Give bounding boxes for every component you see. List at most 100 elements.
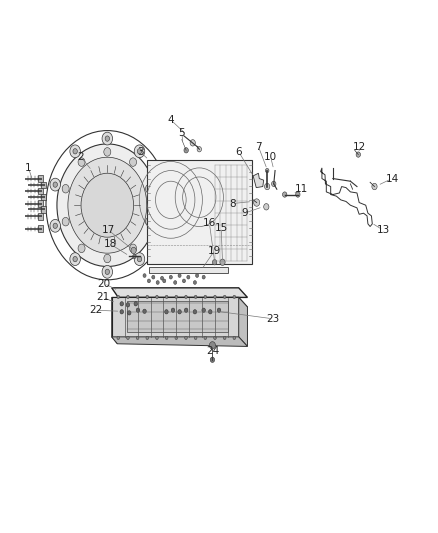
Circle shape	[233, 295, 236, 298]
Circle shape	[136, 308, 140, 312]
Circle shape	[214, 295, 216, 298]
Circle shape	[233, 336, 236, 340]
Circle shape	[146, 336, 148, 340]
Circle shape	[175, 336, 178, 340]
Polygon shape	[112, 337, 247, 346]
Circle shape	[178, 310, 181, 314]
Circle shape	[204, 336, 207, 340]
Text: 14: 14	[385, 174, 399, 183]
Circle shape	[223, 336, 226, 340]
Circle shape	[102, 132, 113, 145]
Circle shape	[147, 279, 151, 282]
Circle shape	[126, 303, 130, 307]
Polygon shape	[253, 173, 264, 188]
Text: 22: 22	[89, 305, 102, 315]
Circle shape	[130, 158, 137, 166]
Circle shape	[154, 220, 165, 232]
Circle shape	[137, 149, 141, 154]
Circle shape	[163, 279, 166, 282]
Circle shape	[184, 308, 188, 312]
Polygon shape	[112, 297, 247, 307]
Circle shape	[178, 274, 181, 278]
Circle shape	[217, 308, 221, 312]
Circle shape	[197, 147, 201, 152]
Text: 6: 6	[235, 147, 242, 157]
Circle shape	[209, 342, 215, 349]
Circle shape	[143, 309, 146, 313]
Circle shape	[264, 204, 269, 210]
Circle shape	[182, 279, 185, 282]
Circle shape	[202, 275, 205, 279]
Circle shape	[117, 295, 120, 298]
Circle shape	[145, 184, 152, 193]
Circle shape	[165, 295, 168, 298]
Circle shape	[194, 280, 196, 285]
Circle shape	[160, 276, 163, 280]
Circle shape	[214, 336, 216, 340]
Bar	[41, 206, 46, 213]
Circle shape	[152, 275, 155, 279]
Text: 5: 5	[178, 128, 185, 138]
Circle shape	[155, 336, 158, 340]
Text: 12: 12	[353, 142, 366, 151]
Circle shape	[102, 265, 113, 278]
Circle shape	[175, 295, 178, 298]
Circle shape	[62, 184, 69, 193]
Circle shape	[212, 260, 217, 265]
Text: 4: 4	[167, 115, 174, 125]
Bar	[38, 225, 43, 232]
Circle shape	[372, 183, 377, 190]
Circle shape	[78, 244, 85, 253]
Circle shape	[105, 269, 110, 274]
Bar	[38, 175, 43, 182]
Text: 9: 9	[241, 208, 248, 218]
Circle shape	[117, 336, 120, 340]
Circle shape	[171, 308, 175, 312]
Circle shape	[53, 223, 57, 229]
Circle shape	[146, 295, 148, 298]
Bar	[41, 194, 46, 200]
Circle shape	[194, 336, 197, 340]
Text: 13: 13	[377, 225, 390, 235]
Circle shape	[134, 302, 138, 306]
Circle shape	[127, 336, 129, 340]
Circle shape	[296, 192, 300, 197]
Circle shape	[131, 247, 136, 254]
Circle shape	[105, 136, 110, 141]
Circle shape	[120, 310, 124, 314]
Circle shape	[254, 199, 260, 206]
Circle shape	[155, 295, 158, 298]
Circle shape	[223, 295, 226, 298]
Circle shape	[165, 310, 168, 314]
Circle shape	[120, 302, 124, 306]
Bar	[38, 188, 43, 194]
Circle shape	[190, 140, 195, 146]
Circle shape	[70, 253, 81, 265]
Polygon shape	[112, 297, 239, 337]
Circle shape	[70, 145, 81, 158]
Bar	[41, 182, 46, 188]
Circle shape	[104, 254, 111, 263]
Circle shape	[104, 148, 111, 156]
Circle shape	[73, 256, 78, 262]
Circle shape	[134, 145, 145, 158]
Circle shape	[173, 280, 177, 285]
Circle shape	[165, 336, 168, 340]
Circle shape	[133, 254, 136, 259]
Circle shape	[185, 295, 187, 298]
Circle shape	[78, 158, 85, 166]
Polygon shape	[127, 301, 228, 332]
Circle shape	[154, 178, 165, 191]
Circle shape	[62, 217, 69, 226]
Bar	[38, 200, 43, 207]
Text: 10: 10	[264, 152, 277, 162]
Circle shape	[283, 192, 287, 197]
Circle shape	[194, 295, 197, 298]
Circle shape	[220, 259, 225, 265]
Circle shape	[202, 308, 205, 312]
Circle shape	[145, 217, 152, 226]
Text: 11: 11	[295, 184, 308, 194]
Circle shape	[208, 310, 212, 314]
Circle shape	[137, 256, 141, 262]
Text: 23: 23	[266, 314, 279, 324]
